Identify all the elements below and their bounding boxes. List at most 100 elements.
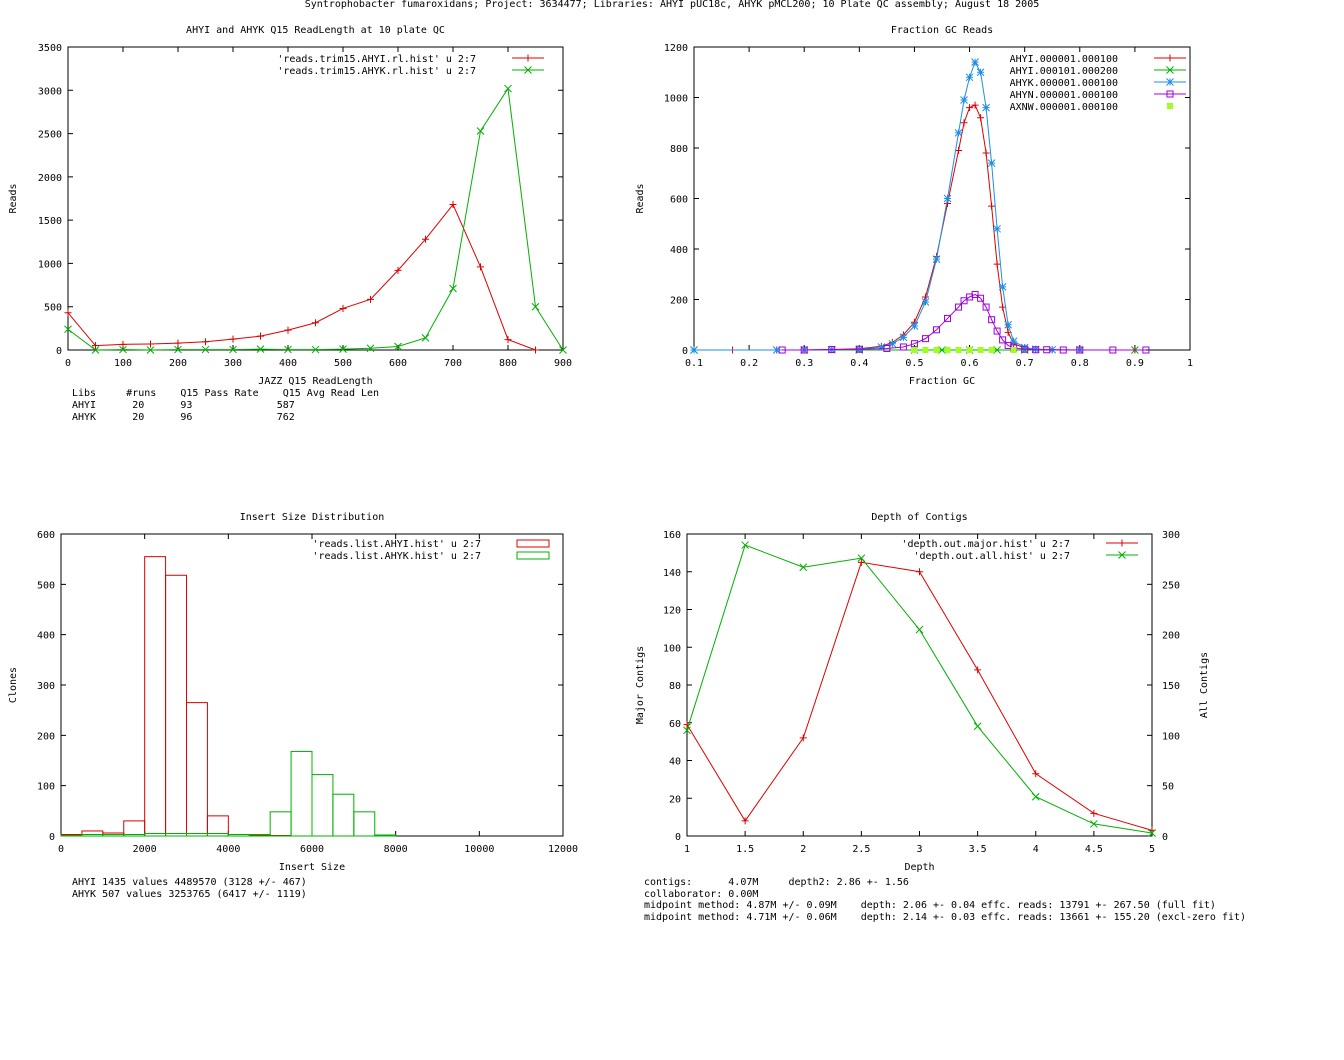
data-point bbox=[944, 314, 952, 322]
data-point bbox=[64, 309, 72, 317]
chart-title: AHYI and AHYK Q15 ReadLength at 10 plate… bbox=[186, 25, 445, 36]
x-tick-label: 3 bbox=[916, 844, 922, 855]
y-tick-label: 0 bbox=[56, 346, 62, 357]
data-point bbox=[857, 558, 865, 566]
y-tick-label: 600 bbox=[37, 530, 55, 541]
x-tick-label: 12000 bbox=[548, 844, 578, 855]
depth-chart-axes: 1 1.5 2 2.5 3 3.5 4 4.5 502040608010012014016005… bbox=[635, 512, 1210, 873]
data-point bbox=[799, 563, 808, 572]
data-point bbox=[778, 346, 786, 354]
data-point bbox=[1020, 343, 1029, 352]
data-point bbox=[146, 346, 155, 354]
data-point bbox=[966, 104, 974, 112]
data-point bbox=[119, 345, 127, 354]
legend-swatch bbox=[516, 539, 550, 548]
y2-axis-label: All Contigs bbox=[1199, 652, 1210, 718]
data-point bbox=[367, 295, 374, 303]
x-tick-label: 0.8 bbox=[1071, 358, 1089, 369]
plot-frame bbox=[67, 46, 564, 351]
y-axis-label: Reads bbox=[635, 183, 646, 213]
data-point bbox=[999, 336, 1007, 344]
depth-stats-row: contigs: 4.07M depth2: 2.86 +- 1.56 bbox=[644, 877, 909, 888]
data-point bbox=[1021, 345, 1029, 353]
data-point bbox=[899, 343, 907, 351]
x-tick-label: 0.7 bbox=[1016, 358, 1034, 369]
depth-stats-row: midpoint method: 4.71M +/- 0.06M depth: … bbox=[644, 912, 1247, 923]
y-tick-label: 2500 bbox=[38, 130, 62, 141]
legend-label: AHYI.000101.000200 bbox=[1010, 66, 1118, 77]
data-point bbox=[987, 159, 996, 168]
data-point bbox=[921, 298, 930, 306]
x-tick-label: 500 bbox=[334, 358, 352, 369]
plot-frame bbox=[686, 533, 1153, 837]
y-tick-label: 1500 bbox=[38, 216, 62, 227]
data-point bbox=[1148, 829, 1156, 837]
data-point bbox=[911, 347, 918, 353]
data-point bbox=[119, 340, 127, 348]
data-point bbox=[932, 255, 941, 263]
data-point bbox=[855, 345, 863, 353]
legend-label: 'reads.list.AHYK.hist' u 2:7 bbox=[312, 551, 481, 562]
data-point bbox=[888, 339, 897, 348]
data-point bbox=[966, 347, 973, 353]
data-point bbox=[1118, 539, 1126, 547]
y-tick-label: 2000 bbox=[38, 173, 62, 184]
data-point bbox=[971, 58, 979, 67]
data-point bbox=[910, 340, 918, 348]
y-tick-label: 300 bbox=[37, 681, 55, 692]
data-point bbox=[1142, 346, 1150, 354]
data-point bbox=[1032, 770, 1040, 778]
x-tick-label: 0.3 bbox=[795, 358, 813, 369]
insert-stats-row: AHYK 507 values 3253765 (6417 +/- 1119) bbox=[72, 889, 307, 900]
y-tick-label: 400 bbox=[670, 245, 688, 256]
x-tick-label: 6000 bbox=[300, 844, 324, 855]
legend-label: 'depth.out.major.hist' u 2:7 bbox=[901, 539, 1070, 550]
series-line bbox=[686, 561, 1153, 831]
legend-label: 'reads.trim15.AHYK.rl.hist' u 2:7 bbox=[277, 66, 476, 77]
data-point bbox=[201, 345, 210, 354]
histogram-bar bbox=[186, 702, 208, 837]
data-point bbox=[64, 325, 72, 334]
x-tick-label: 8000 bbox=[384, 844, 408, 855]
histogram-bar bbox=[353, 811, 376, 837]
x-tick-label: 800 bbox=[499, 358, 517, 369]
data-point bbox=[366, 344, 375, 353]
data-point bbox=[974, 666, 982, 674]
x-tick-label: 300 bbox=[224, 358, 242, 369]
histogram-bar bbox=[206, 815, 229, 837]
data-point bbox=[683, 721, 691, 729]
x-tick-label: 2000 bbox=[133, 844, 157, 855]
y-tick-label: 1000 bbox=[664, 94, 688, 105]
data-point bbox=[955, 303, 963, 311]
y-tick-label: 3000 bbox=[38, 86, 62, 97]
x-tick-label: 5 bbox=[1149, 844, 1155, 855]
histogram-bar bbox=[81, 830, 104, 837]
data-point bbox=[1076, 346, 1084, 354]
x-tick-label: 4.5 bbox=[1085, 844, 1103, 855]
data-point bbox=[1009, 337, 1018, 346]
data-point bbox=[1059, 346, 1067, 354]
x-tick-label: 0.6 bbox=[961, 358, 979, 369]
x-tick-label: 4000 bbox=[216, 844, 240, 855]
data-point bbox=[229, 335, 237, 343]
x-tick-label: 2.5 bbox=[852, 844, 870, 855]
x-tick-label: 0.9 bbox=[1126, 358, 1144, 369]
data-point bbox=[977, 114, 985, 122]
y-tick-label: 400 bbox=[37, 631, 55, 642]
y-tick-label: 0 bbox=[49, 832, 55, 843]
gc-chart-axes: 0.1 0.2 0.3 0.4 0.5 0.6 0.7 0.8 0.9 1 0 200 400 600 80… bbox=[635, 25, 1193, 387]
y-tick-label: 500 bbox=[37, 580, 55, 591]
y2-tick-label: 100 bbox=[1162, 731, 1180, 742]
y2-tick-label: 50 bbox=[1162, 782, 1174, 793]
legend-label: 'depth.out.all.hist' u 2:7 bbox=[913, 551, 1070, 562]
data-point bbox=[965, 73, 974, 82]
data-point bbox=[1043, 346, 1051, 354]
y-tick-label: 0 bbox=[682, 346, 688, 357]
data-point bbox=[976, 68, 985, 77]
data-point bbox=[828, 345, 836, 353]
data-point bbox=[284, 326, 292, 334]
y-tick-label: 1000 bbox=[38, 259, 62, 270]
histogram-bar bbox=[290, 750, 313, 837]
y2-tick-label: 200 bbox=[1162, 631, 1180, 642]
data-point bbox=[229, 345, 237, 354]
